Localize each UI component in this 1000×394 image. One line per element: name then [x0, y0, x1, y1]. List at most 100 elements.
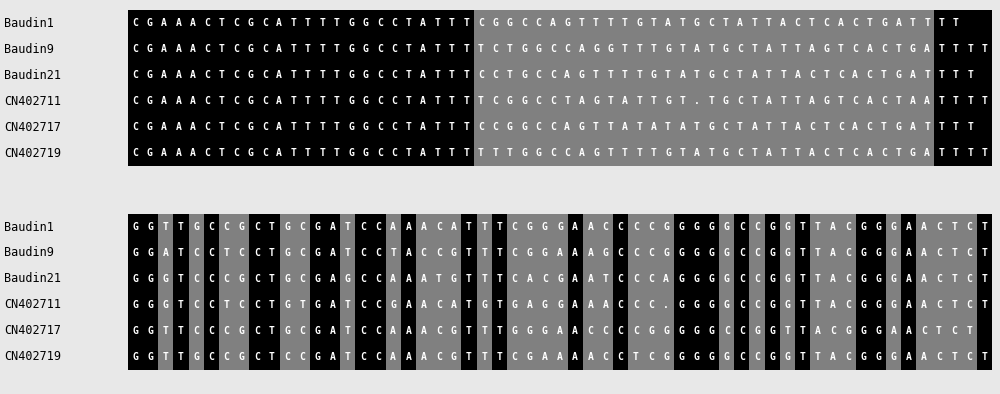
Text: T: T	[784, 326, 790, 336]
Text: G: G	[557, 300, 563, 310]
Text: C: C	[618, 222, 624, 232]
Bar	[891, 62, 906, 88]
Bar	[776, 88, 790, 114]
Bar	[891, 10, 906, 36]
Bar	[373, 114, 387, 140]
Text: A: A	[572, 352, 578, 362]
Text: G: G	[665, 96, 671, 106]
Bar	[474, 62, 488, 88]
Bar	[589, 140, 603, 166]
Bar	[978, 62, 992, 88]
Text: A: A	[665, 18, 671, 28]
Bar	[947, 292, 962, 318]
Bar	[229, 140, 243, 166]
Text: C: C	[633, 222, 639, 232]
Text: C: C	[233, 96, 239, 106]
Bar	[977, 240, 992, 266]
Bar	[574, 62, 589, 88]
Bar	[264, 240, 280, 266]
Bar	[325, 344, 340, 370]
Bar	[416, 292, 431, 318]
Bar	[795, 240, 810, 266]
Text: C: C	[966, 274, 972, 284]
Text: T: T	[481, 222, 487, 232]
Text: C: C	[936, 300, 942, 310]
Bar	[358, 62, 373, 88]
Bar	[643, 240, 659, 266]
Bar	[598, 344, 613, 370]
Bar	[962, 240, 977, 266]
Text: C: C	[852, 44, 858, 54]
Text: T: T	[449, 148, 455, 158]
Text: C: C	[360, 326, 366, 336]
Text: T: T	[291, 96, 297, 106]
Text: C: C	[512, 274, 517, 284]
Bar	[906, 140, 920, 166]
Text: T: T	[636, 96, 642, 106]
Text: A: A	[906, 352, 912, 362]
Bar	[344, 62, 358, 88]
Text: C: C	[754, 248, 760, 258]
Bar	[848, 140, 862, 166]
Bar	[920, 140, 934, 166]
Bar	[358, 140, 373, 166]
Bar	[189, 214, 204, 240]
Bar	[157, 88, 171, 114]
Bar	[704, 10, 718, 36]
Text: T: T	[780, 148, 786, 158]
Text: A: A	[921, 352, 927, 362]
Bar	[477, 266, 492, 292]
Bar	[977, 266, 992, 292]
Text: A: A	[330, 222, 336, 232]
Bar	[157, 114, 171, 140]
Bar	[492, 240, 507, 266]
Text: A: A	[924, 96, 930, 106]
Bar	[219, 240, 234, 266]
Bar	[689, 318, 704, 344]
Text: G: G	[823, 44, 829, 54]
Text: G: G	[542, 222, 548, 232]
Bar	[790, 114, 805, 140]
Bar	[628, 344, 643, 370]
Text: A: A	[921, 300, 927, 310]
Bar	[546, 10, 560, 36]
Bar	[243, 10, 258, 36]
Text: G: G	[651, 70, 657, 80]
Bar	[430, 36, 445, 62]
Bar	[568, 344, 583, 370]
Bar	[477, 318, 492, 344]
Bar	[474, 140, 488, 166]
Text: T: T	[607, 122, 613, 132]
Bar	[171, 10, 186, 36]
Text: T: T	[291, 44, 297, 54]
Text: G: G	[769, 274, 775, 284]
Bar	[603, 36, 618, 62]
Bar	[128, 266, 143, 292]
Bar	[733, 140, 747, 166]
Text: G: G	[754, 326, 760, 336]
Text: Baudin21: Baudin21	[4, 273, 61, 286]
Text: G: G	[860, 326, 866, 336]
Bar	[819, 88, 834, 114]
Bar	[704, 114, 718, 140]
Text: C: C	[936, 352, 942, 362]
Text: A: A	[190, 122, 196, 132]
Bar	[243, 140, 258, 166]
Bar	[474, 114, 488, 140]
Text: T: T	[319, 70, 325, 80]
Bar	[295, 214, 310, 240]
Bar	[330, 36, 344, 62]
Bar	[848, 114, 862, 140]
Text: A: A	[579, 44, 585, 54]
Bar	[315, 62, 330, 88]
Text: G: G	[724, 274, 730, 284]
Text: A: A	[766, 96, 772, 106]
Text: T: T	[224, 248, 229, 258]
Text: T: T	[305, 148, 311, 158]
Text: C: C	[254, 300, 260, 310]
Text: C: C	[564, 44, 570, 54]
Text: A: A	[421, 222, 427, 232]
Bar	[962, 292, 977, 318]
Bar	[765, 318, 780, 344]
Bar	[762, 88, 776, 114]
